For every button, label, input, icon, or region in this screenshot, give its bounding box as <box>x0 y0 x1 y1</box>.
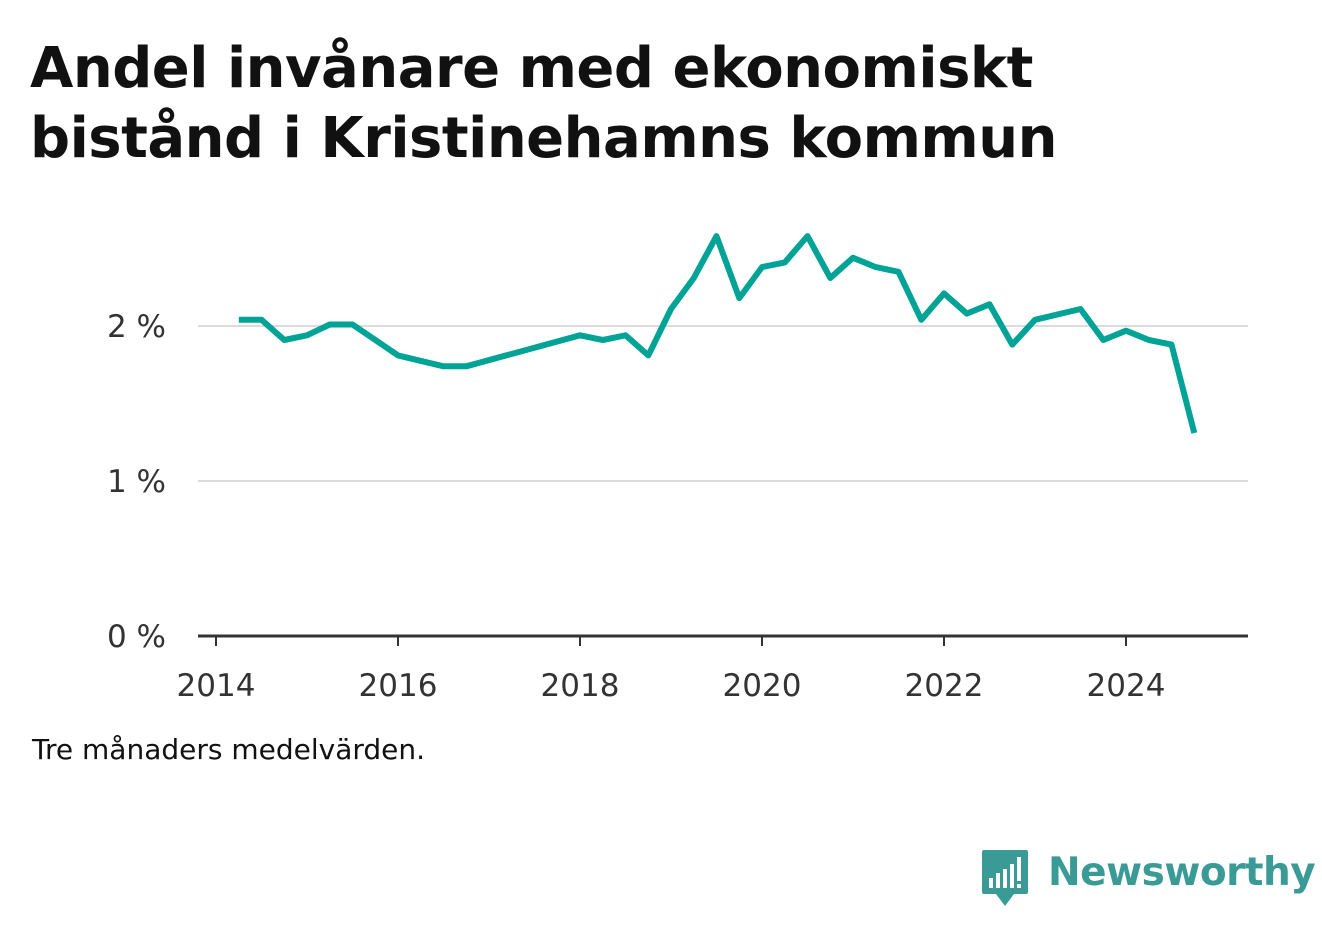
x-tick-label: 2016 <box>359 668 438 704</box>
y-tick-label: 0 % <box>107 619 166 655</box>
data-point <box>350 322 356 328</box>
data-point <box>691 275 697 281</box>
data-point <box>736 295 742 301</box>
data-point <box>259 317 265 323</box>
brand-logo: Newsworthy <box>980 848 1316 912</box>
y-tick-label: 1 % <box>107 464 166 500</box>
brand-name: Newsworthy <box>1048 850 1316 895</box>
data-point <box>896 269 902 275</box>
data-point <box>1032 317 1038 323</box>
y-tick-label: 2 % <box>107 309 166 345</box>
data-point <box>759 264 765 270</box>
x-tick-label: 2022 <box>905 668 984 704</box>
x-tick-label: 2020 <box>723 668 802 704</box>
x-tick-label: 2024 <box>1087 668 1166 704</box>
data-point <box>941 290 947 296</box>
data-point <box>918 317 924 323</box>
x-tick-label: 2018 <box>541 668 620 704</box>
data-point <box>645 352 651 358</box>
data-point <box>714 233 720 239</box>
data-point <box>1009 342 1015 348</box>
line-chart: 0 % 1 % 2 % 2014 2016 2018 2020 2022 2024 <box>107 233 1248 704</box>
data-point <box>987 301 993 307</box>
data-point <box>395 352 401 358</box>
data-point <box>1146 337 1152 343</box>
data-point <box>964 311 970 317</box>
data-point <box>850 255 856 261</box>
newsworthy-logo-icon <box>982 850 1028 906</box>
data-point <box>827 275 833 281</box>
data-point <box>873 264 879 270</box>
data-point <box>304 332 310 338</box>
series-line <box>238 233 1198 434</box>
x-tick-label: 2014 <box>177 668 256 704</box>
chart-note: Tre månaders medelvärden. <box>32 733 426 766</box>
data-point <box>1169 342 1175 348</box>
data-point <box>577 332 583 338</box>
data-point <box>327 322 333 328</box>
data-point <box>1078 306 1084 312</box>
data-point <box>463 363 469 369</box>
chart-title: Andel invånare med ekonomiskt bistånd i … <box>30 34 1230 174</box>
data-point <box>600 337 606 343</box>
data-point <box>1123 328 1129 334</box>
data-point <box>782 259 788 265</box>
chart-title-line-1: Andel invånare med ekonomiskt <box>30 36 1033 101</box>
data-point <box>623 332 629 338</box>
data-point <box>281 337 287 343</box>
data-point <box>236 317 242 323</box>
data-point <box>1191 430 1197 436</box>
data-point <box>805 233 811 239</box>
chart-title-line-2: bistånd i Kristinehamns kommun <box>30 106 1058 171</box>
data-point <box>441 363 447 369</box>
data-point <box>668 306 674 312</box>
data-point <box>1100 337 1106 343</box>
